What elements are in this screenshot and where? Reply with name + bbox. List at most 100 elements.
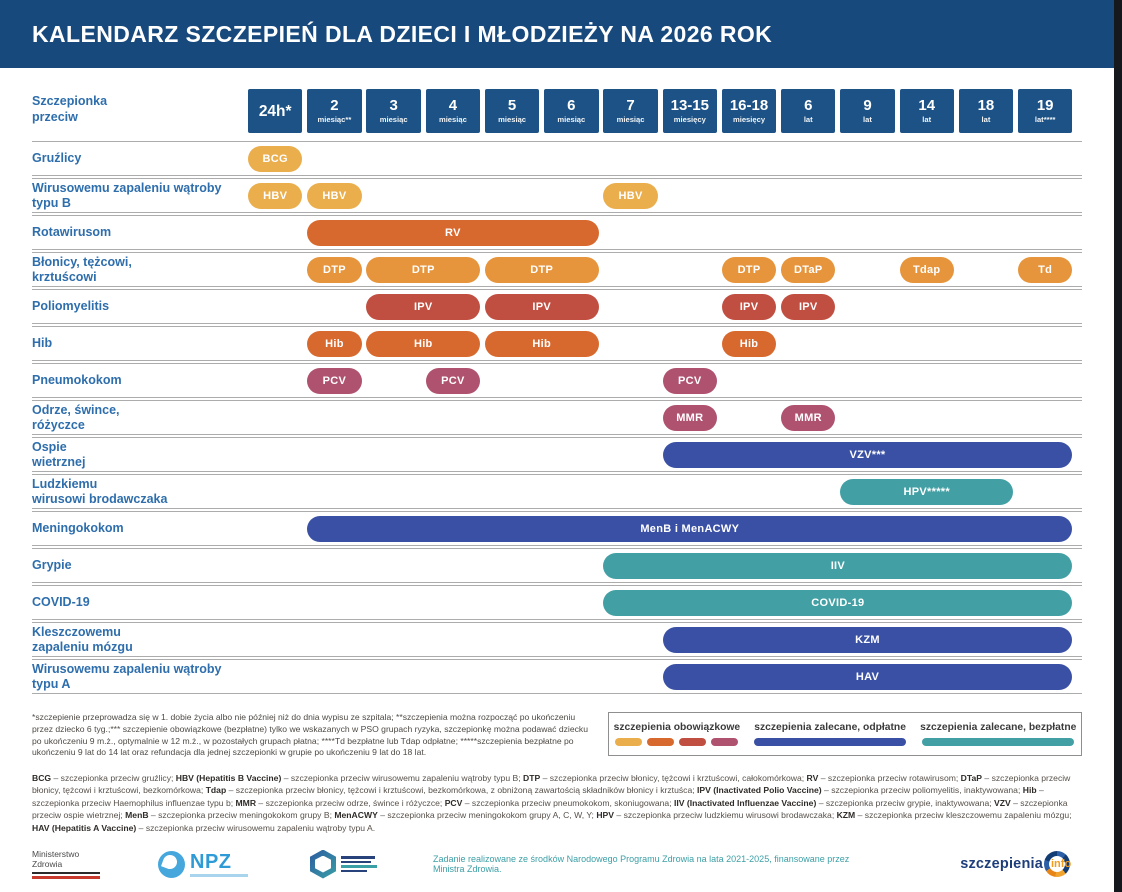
- age-column-header: 6 lat: [781, 89, 836, 133]
- legend-swatch: [754, 738, 907, 746]
- definition-term: MMR: [235, 797, 257, 808]
- pzh-institute-logo: [310, 849, 377, 879]
- age-column-header: 16-18 miesięcy: [721, 89, 777, 133]
- definition-term: HAV (Hepatitis A Vaccine): [32, 822, 137, 833]
- row-track: HPV*****: [248, 475, 1072, 508]
- age-column-header: 5 miesiąc: [484, 89, 540, 133]
- npz-logo-text-block: NPZ: [190, 852, 248, 877]
- vaccine-row: Wirusowemu zapaleniu wątroby typu B HBV HB…: [32, 178, 1082, 213]
- legend-swatch: [922, 738, 1075, 746]
- row-label: Odrze, śwince, różyczce: [32, 403, 120, 432]
- age-column-number: 13-15: [670, 97, 709, 114]
- row-label: Pneumokokom: [32, 373, 122, 388]
- age-column-number: 3: [389, 97, 398, 114]
- row-label: Hib: [32, 336, 53, 351]
- vaccine-pill: Td: [1017, 256, 1073, 283]
- row-label: Grypie: [32, 558, 72, 573]
- npz-logo: NPZ: [158, 850, 248, 878]
- title-bar: KALENDARZ SZCZEPIEŃ DLA DZIECI I MŁODZIE…: [0, 0, 1122, 68]
- definition-term: DTaP: [960, 773, 983, 783]
- szczepienia-info-ring-icon: info: [1044, 851, 1071, 877]
- definition-term: IIV (Inactivated Influenzae Vaccine): [673, 797, 817, 808]
- age-column-unit: lat****: [1034, 115, 1056, 124]
- age-column-unit: miesiąc**: [317, 115, 352, 124]
- legend-swatch: [679, 738, 707, 746]
- row-label: COVID-19: [32, 595, 90, 610]
- row-label: Poliomyelitis: [32, 299, 110, 314]
- vaccine-row: Rotawirusom RV: [32, 215, 1082, 250]
- definition-term: Tdap: [205, 785, 227, 796]
- row-label: Ospie wietrznej: [32, 440, 86, 469]
- ministry-flag-black-stripe: [32, 872, 100, 875]
- definition-term: RV: [806, 773, 819, 783]
- row-label: Meningokokom: [32, 521, 124, 536]
- vaccine-pill: HBV: [248, 182, 303, 209]
- age-column-unit: miesiąc: [498, 115, 527, 124]
- definition-term: VZV: [994, 797, 1011, 808]
- funding-statement: Zadanie realizowane ze środków Narodoweg…: [433, 854, 850, 874]
- row-track: MenB i MenACWY: [248, 512, 1073, 545]
- age-column-unit: miesięcy: [732, 115, 766, 124]
- legend-item: szczepienia obowiązkowe: [614, 722, 740, 746]
- age-column-unit: miesiąc: [438, 115, 467, 124]
- vaccine-pill: DTP: [366, 256, 481, 283]
- vaccine-row: Pneumokokom PCV PCV PCV: [32, 363, 1082, 398]
- vaccine-row: Błonicy, tężcowi, krztuścowi DTP DTP DTP DTP…: [32, 252, 1082, 287]
- definitions-text: BCG – szczepionka przeciw gruźlicy; HBV …: [32, 773, 1072, 833]
- legend-item: szczepienia zalecane, odpłatne: [754, 722, 907, 746]
- age-column-number: 4: [448, 97, 458, 114]
- row-label: Wirusowemu zapaleniu wątroby typu B: [32, 181, 222, 210]
- vaccine-pill: HBV: [307, 182, 362, 209]
- row-track: BCG: [248, 142, 1072, 175]
- vaccine-pill: KZM: [662, 626, 1073, 653]
- definition-term: KZM: [836, 810, 856, 821]
- legend-label: szczepienia zalecane, bezpłatne: [920, 722, 1077, 733]
- pzh-hexagon-icon: [310, 849, 336, 879]
- vaccine-pill: HBV: [603, 182, 658, 209]
- vaccine-row: Grypie IIV: [32, 548, 1082, 583]
- age-column-number: 6: [567, 97, 576, 114]
- ministry-flag-red-stripe: [32, 876, 100, 879]
- vaccine-pill: Hib: [307, 330, 362, 357]
- vaccine-pill: DTP: [307, 256, 362, 283]
- age-column-unit: lat: [922, 115, 932, 124]
- vaccine-pill: DTP: [721, 256, 777, 283]
- vaccine-row: COVID-19 COVID-19: [32, 585, 1082, 620]
- age-column-unit: lat: [803, 115, 813, 124]
- age-column-number: 7: [626, 97, 635, 114]
- row-label: Wirusowemu zapaleniu wątroby typu A: [32, 662, 222, 691]
- age-column-unit: miesiąc: [557, 115, 586, 124]
- age-column-header: 18 lat: [958, 89, 1014, 133]
- row-track: PCV PCV PCV: [248, 364, 1072, 397]
- vaccine-pill: MMR: [662, 404, 717, 431]
- page-title: KALENDARZ SZCZEPIEŃ DLA DZIECI I MŁODZIE…: [32, 21, 773, 47]
- npz-circle-icon: [158, 850, 185, 878]
- vaccine-row: Ludzkiemu wirusowi brodawczaka HPV*****: [32, 474, 1082, 509]
- vaccine-pill: PCV: [662, 367, 717, 394]
- vaccine-pill: IPV: [366, 293, 481, 320]
- legend-label: szczepienia zalecane, odpłatne: [754, 722, 906, 733]
- age-column-header: 3 miesiąc: [366, 89, 421, 133]
- ministry-of-health-logo: Ministerstwo Zdrowia: [32, 849, 110, 879]
- definition-term: MenB: [125, 810, 149, 821]
- vaccine-pill: DTaP: [781, 256, 836, 283]
- definition-term: BCG: [32, 773, 52, 783]
- age-column-header: 7 miesiąc: [603, 89, 658, 133]
- right-edge-strip: [1114, 0, 1122, 892]
- vaccine-row: Wirusowemu zapaleniu wątroby typu A HAV: [32, 659, 1082, 694]
- vaccine-row: Kleszczowemu zapaleniu mózgu KZM: [32, 622, 1082, 657]
- vaccine-row: Poliomyelitis IPV IPV IPV IPV: [32, 289, 1082, 324]
- definition-term: HPV: [596, 810, 615, 821]
- row-track: DTP DTP DTP DTP DTaP Tdap Td: [248, 253, 1073, 286]
- definition-term: PCV: [444, 797, 463, 808]
- legend-swatches: [922, 738, 1075, 746]
- age-column-number: 24h*: [258, 102, 292, 120]
- vaccine-pill: MMR: [781, 404, 836, 431]
- age-column-header: 4 miesiąc: [425, 89, 481, 133]
- age-column-number: 2: [330, 97, 339, 114]
- age-column-number: 5: [507, 97, 517, 114]
- footer: Ministerstwo Zdrowia NPZ Zadanie realizo…: [32, 843, 1100, 885]
- vaccine-pill: IPV: [484, 293, 599, 320]
- vaccine-pill: Tdap: [899, 256, 954, 283]
- npz-logo-subtext: [190, 873, 248, 877]
